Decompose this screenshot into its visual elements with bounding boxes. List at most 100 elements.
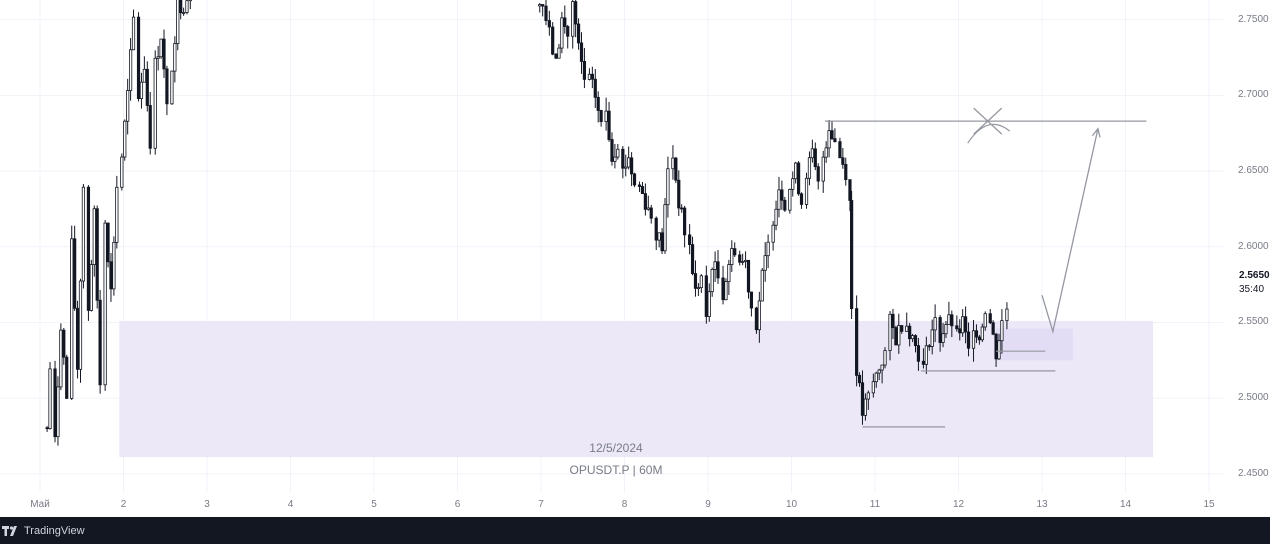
time-axis-label: 2: [120, 499, 127, 510]
time-axis-label: 11: [869, 499, 881, 510]
candle-body: [616, 148, 620, 158]
candle-body: [955, 325, 959, 330]
candle-body: [674, 157, 678, 181]
candle-body: [983, 313, 987, 328]
candle-body: [721, 277, 725, 301]
candle-body: [95, 208, 99, 301]
candle-body: [727, 264, 731, 283]
candle-body: [766, 241, 770, 257]
candle-body: [844, 163, 848, 181]
price-axis-label: 2.7500: [1238, 13, 1269, 25]
tradingview-logo-icon[interactable]: [2, 525, 20, 537]
candle-body: [582, 61, 587, 80]
candle-body: [640, 186, 645, 194]
candle-body: [905, 325, 909, 332]
candle-body: [671, 157, 675, 170]
candle-body: [921, 360, 926, 365]
candle-body: [649, 207, 653, 219]
candle-body: [663, 204, 667, 252]
candle-body: [743, 259, 748, 262]
footer-bar: TradingView: [0, 517, 1270, 544]
candle-body: [666, 168, 670, 206]
candle-body: [880, 364, 884, 371]
candle-body: [657, 232, 661, 241]
candle-body: [604, 110, 608, 123]
candle-body: [566, 26, 570, 37]
candle-body: [98, 299, 102, 386]
candle-body: [713, 261, 717, 270]
candle-body: [848, 179, 852, 201]
candle-body: [610, 139, 614, 162]
candle-body: [788, 188, 792, 211]
candle-body: [760, 269, 764, 302]
candle-body: [139, 81, 144, 99]
price-chart[interactable]: [0, 0, 1270, 517]
candle-body: [855, 308, 859, 376]
candle-body: [696, 287, 700, 290]
candle-body: [142, 68, 146, 83]
candle-body: [159, 38, 163, 58]
candle-body: [704, 275, 708, 317]
candle-body: [607, 110, 611, 140]
candle-body: [115, 186, 119, 243]
candle-body: [791, 178, 795, 190]
candle-body: [733, 248, 737, 256]
watermark-date: 12/5/2024: [589, 441, 643, 455]
candle-body: [699, 275, 703, 289]
candle-body: [883, 350, 887, 366]
candle-body: [833, 138, 837, 143]
candle-body: [997, 340, 1001, 360]
candle-body: [62, 329, 66, 358]
candle-body: [941, 333, 945, 343]
candle-body: [738, 254, 742, 263]
price-axis-label: 2.4500: [1238, 467, 1269, 479]
candle-body: [574, 1, 578, 25]
time-axis-label: 14: [1119, 499, 1132, 510]
candle-body: [683, 207, 687, 236]
candle-body: [554, 53, 558, 59]
time-axis-label: 10: [785, 499, 798, 510]
candle-body: [877, 369, 881, 374]
candle-body: [963, 316, 968, 333]
candle-body: [816, 166, 820, 182]
candle-body: [643, 193, 647, 210]
candle-body: [148, 105, 152, 149]
candle-body: [958, 328, 962, 334]
time-axis-label: 9: [705, 499, 711, 510]
candle-body: [637, 184, 642, 187]
candle-body: [799, 193, 804, 205]
candle-body: [688, 234, 692, 245]
price-axis-label: 2.6500: [1238, 165, 1269, 177]
candle-body: [908, 325, 912, 340]
time-axis-label: 8: [621, 499, 628, 510]
candle-body: [838, 141, 842, 159]
candle-body: [897, 325, 901, 346]
candle-body: [830, 130, 834, 140]
candle-body: [131, 16, 136, 51]
candle-body: [813, 148, 817, 168]
candle-body: [156, 56, 160, 59]
projection-path: [1041, 128, 1099, 335]
candle-body: [824, 147, 828, 158]
candle-body: [763, 255, 767, 271]
candle-body: [654, 217, 658, 241]
candle-body: [613, 156, 617, 162]
candle-body: [646, 207, 650, 210]
candle-body: [707, 291, 711, 317]
candle-body: [563, 17, 567, 27]
candle-body: [966, 331, 971, 349]
candle-body: [587, 73, 592, 80]
candle-body: [730, 248, 734, 265]
candle-body: [624, 166, 628, 169]
candle-body: [551, 26, 555, 55]
candle-body: [977, 336, 981, 341]
candle-body: [841, 157, 845, 165]
candle-body: [810, 148, 814, 159]
candle-body: [757, 300, 761, 331]
candle-body: [991, 322, 995, 335]
candle-body: [754, 307, 759, 331]
candle-body: [850, 200, 854, 310]
footer-brand-label[interactable]: TradingView: [24, 524, 85, 537]
watermark-symbol: OPUSDT.P | 60M: [569, 463, 663, 477]
